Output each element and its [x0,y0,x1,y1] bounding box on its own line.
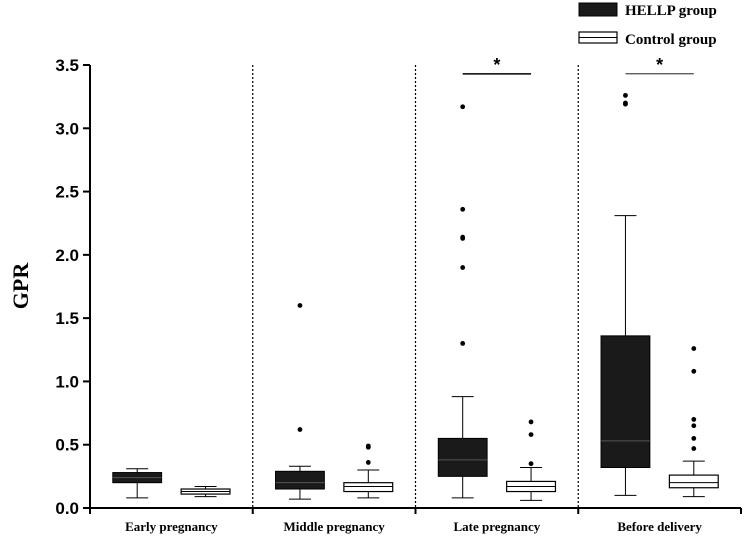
box-iqr [668,474,719,489]
significance-marker: * [656,55,663,75]
significance-marker: * [493,55,500,75]
box-hellp [112,468,163,499]
box-control [343,443,394,499]
outlier-point [691,368,697,374]
outlier-point [365,460,371,465]
y-tick-label: 1.0 [55,372,79,391]
y-tick-label: 2.0 [55,246,79,265]
outlier-point [297,303,303,308]
outlier-point [528,461,534,467]
outlier-point [691,423,697,429]
outlier-point [691,446,697,451]
outlier-point [691,417,697,422]
axes: 0.0 0.5 1.0 1.5 2.0 2.5 3.0 3.5 Early pregnancy M… [55,56,742,534]
outlier-point [528,432,534,437]
y-tick-label: 3.0 [55,119,79,138]
plot-area: * * [112,55,719,501]
box-control [668,346,719,498]
outlier-point [623,92,628,98]
outlier-point [691,435,697,441]
y-tick-label: 1.5 [55,309,79,328]
x-category-label: Early pregnancy [125,519,218,534]
y-tick-label: 0.5 [55,436,79,455]
box-iqr [437,437,488,477]
y-tick-label: 2.5 [55,183,79,202]
box-iqr [343,482,394,493]
outlier-point [528,419,534,425]
outlier-point [460,206,466,212]
box-hellp [275,303,325,500]
y-tick-label: 3.5 [55,56,79,75]
box-hellp [600,92,651,496]
x-category-label: Middle pregnancy [284,519,386,534]
box-iqr [600,335,651,468]
box-control [180,485,231,498]
outlier-point [460,104,466,110]
box-iqr [275,470,325,490]
x-category-label: Late pregnancy [453,519,540,534]
y-axis-label: GPR [8,262,33,310]
outlier-point [691,346,697,351]
outlier-point [297,427,303,432]
outlier-point [460,341,466,346]
box-control [506,419,557,501]
outlier-point [365,443,371,449]
x-category-label: Before delivery [617,519,702,534]
outlier-point [460,234,466,240]
outlier-point [460,265,466,270]
legend-swatch-hellp [578,2,618,17]
y-tick-label: 0.0 [55,499,79,518]
legend: HELLP group Control group [578,2,717,48]
outlier-point [623,100,628,106]
legend-label-hellp: HELLP group [625,3,717,19]
box-hellp [437,104,488,499]
legend-label-control: Control group [625,32,717,48]
